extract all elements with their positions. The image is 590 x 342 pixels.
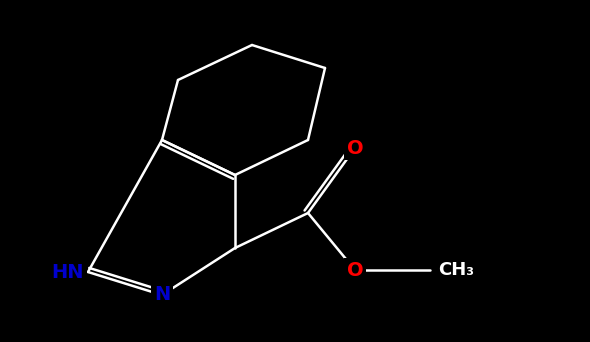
Text: O: O — [347, 261, 363, 279]
Text: O: O — [347, 139, 363, 158]
Text: N: N — [154, 286, 170, 304]
Text: HN: HN — [51, 263, 84, 281]
Text: CH₃: CH₃ — [438, 261, 474, 279]
